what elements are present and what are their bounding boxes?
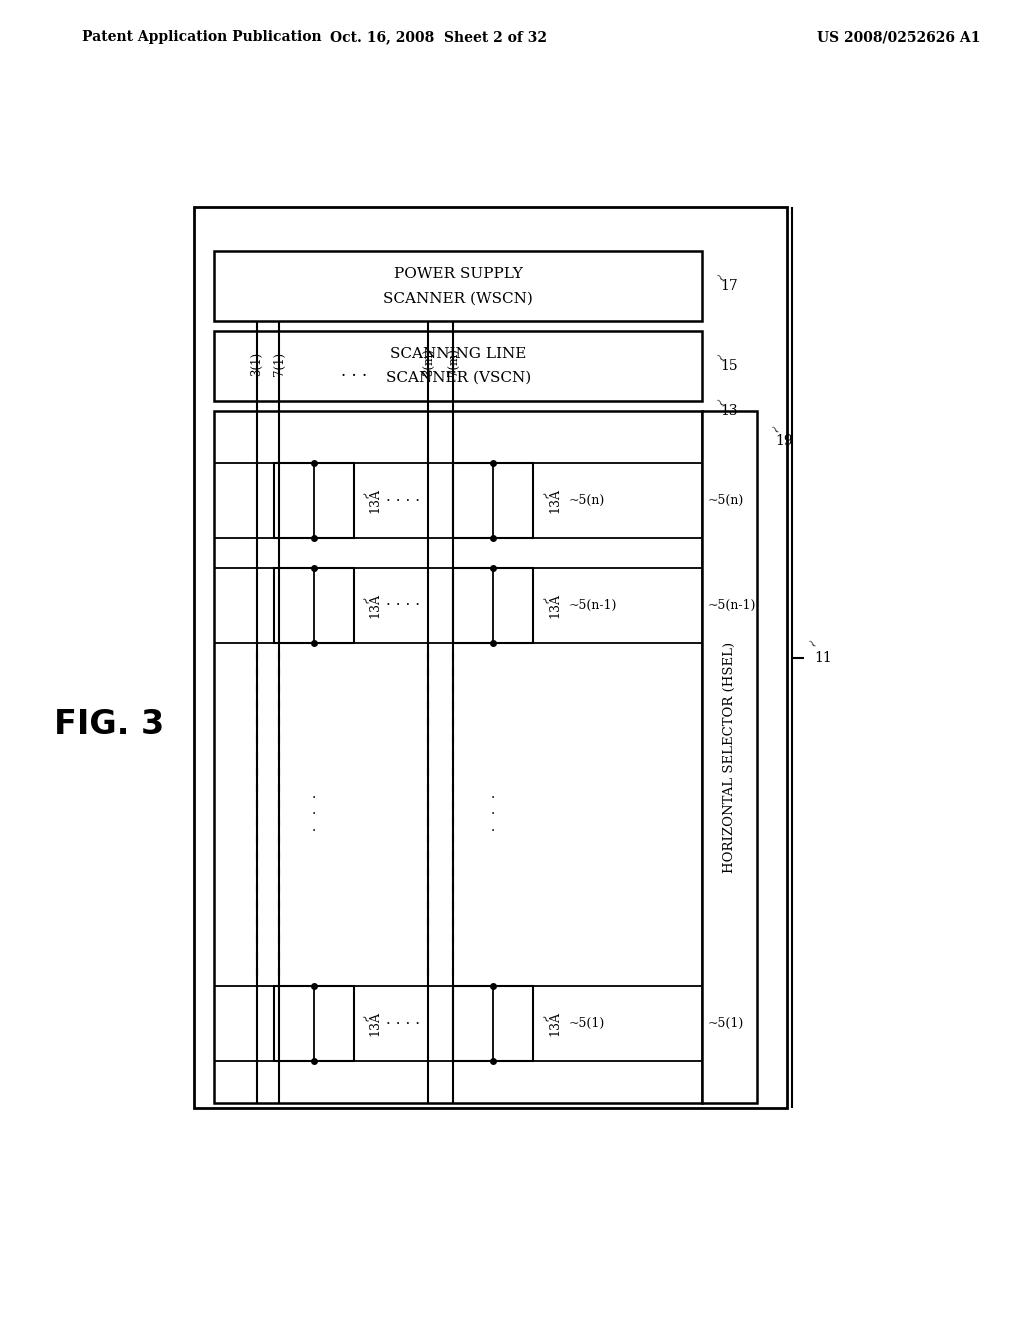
Text: 13A: 13A	[548, 1011, 561, 1036]
Text: ~: ~	[537, 491, 551, 504]
Text: ~5(1): ~5(1)	[569, 1018, 605, 1030]
Bar	[454, 568, 534, 643]
Text: ~: ~	[537, 595, 551, 609]
Bar	[214, 252, 702, 321]
Bar	[195, 207, 787, 1109]
Text: 3(m): 3(m)	[422, 348, 435, 376]
Bar	[454, 463, 534, 539]
Text: 17: 17	[720, 280, 738, 293]
Text: · · · ·: · · · ·	[386, 598, 421, 612]
Bar	[274, 568, 353, 643]
Text: 3(1): 3(1)	[251, 352, 263, 376]
Text: ~: ~	[357, 595, 372, 609]
Bar	[454, 986, 534, 1061]
Text: 19: 19	[775, 434, 793, 447]
Text: ~5(n-1): ~5(n-1)	[708, 599, 756, 611]
Bar	[214, 411, 702, 1104]
Text: 13A: 13A	[548, 593, 561, 618]
Bar	[702, 411, 757, 1104]
Text: 7(1): 7(1)	[272, 352, 286, 376]
Text: ~: ~	[537, 1014, 551, 1027]
Text: SCANNER (VSCN): SCANNER (VSCN)	[386, 371, 531, 385]
Text: HORIZONTAL SELECTOR (HSEL): HORIZONTAL SELECTOR (HSEL)	[723, 642, 736, 873]
Text: SCANNER (WSCN): SCANNER (WSCN)	[383, 292, 534, 305]
Bar	[214, 331, 702, 401]
Text: 11: 11	[814, 651, 831, 664]
Text: 13: 13	[720, 404, 738, 418]
Text: ~5(n): ~5(n)	[569, 494, 605, 507]
Text: FIG. 3: FIG. 3	[54, 709, 165, 742]
Text: ~: ~	[765, 422, 781, 440]
Text: · · · ·: · · · ·	[386, 494, 421, 508]
Text: POWER SUPPLY: POWER SUPPLY	[394, 268, 523, 281]
Text: ~5(n): ~5(n)	[708, 494, 743, 507]
Text: · · · ·: · · · ·	[386, 1016, 421, 1031]
Text: ~: ~	[711, 395, 727, 412]
Text: ·
·
·: · · ·	[311, 791, 316, 838]
Bar	[274, 463, 353, 539]
Text: 7(m): 7(m)	[446, 348, 460, 376]
Text: ~: ~	[357, 491, 372, 504]
Text: · · ·: · · ·	[341, 367, 367, 384]
Text: US 2008/0252626 A1: US 2008/0252626 A1	[817, 30, 980, 45]
Text: ~: ~	[802, 636, 818, 652]
Text: ·
·
·: · · ·	[490, 791, 496, 838]
Text: 13A: 13A	[369, 488, 382, 513]
Text: ~5(n-1): ~5(n-1)	[569, 599, 617, 611]
Text: ~: ~	[711, 271, 727, 286]
Text: Patent Application Publication: Patent Application Publication	[82, 30, 322, 45]
Text: ~: ~	[357, 1014, 372, 1027]
Text: Oct. 16, 2008  Sheet 2 of 32: Oct. 16, 2008 Sheet 2 of 32	[330, 30, 547, 45]
Bar	[274, 986, 353, 1061]
Text: 13A: 13A	[548, 488, 561, 513]
Text: SCANNING LINE: SCANNING LINE	[390, 347, 526, 362]
Text: 13A: 13A	[369, 593, 382, 618]
Text: 13A: 13A	[369, 1011, 382, 1036]
Text: 15: 15	[720, 359, 738, 374]
Text: ~5(1): ~5(1)	[708, 1018, 743, 1030]
Text: ~: ~	[711, 350, 727, 367]
